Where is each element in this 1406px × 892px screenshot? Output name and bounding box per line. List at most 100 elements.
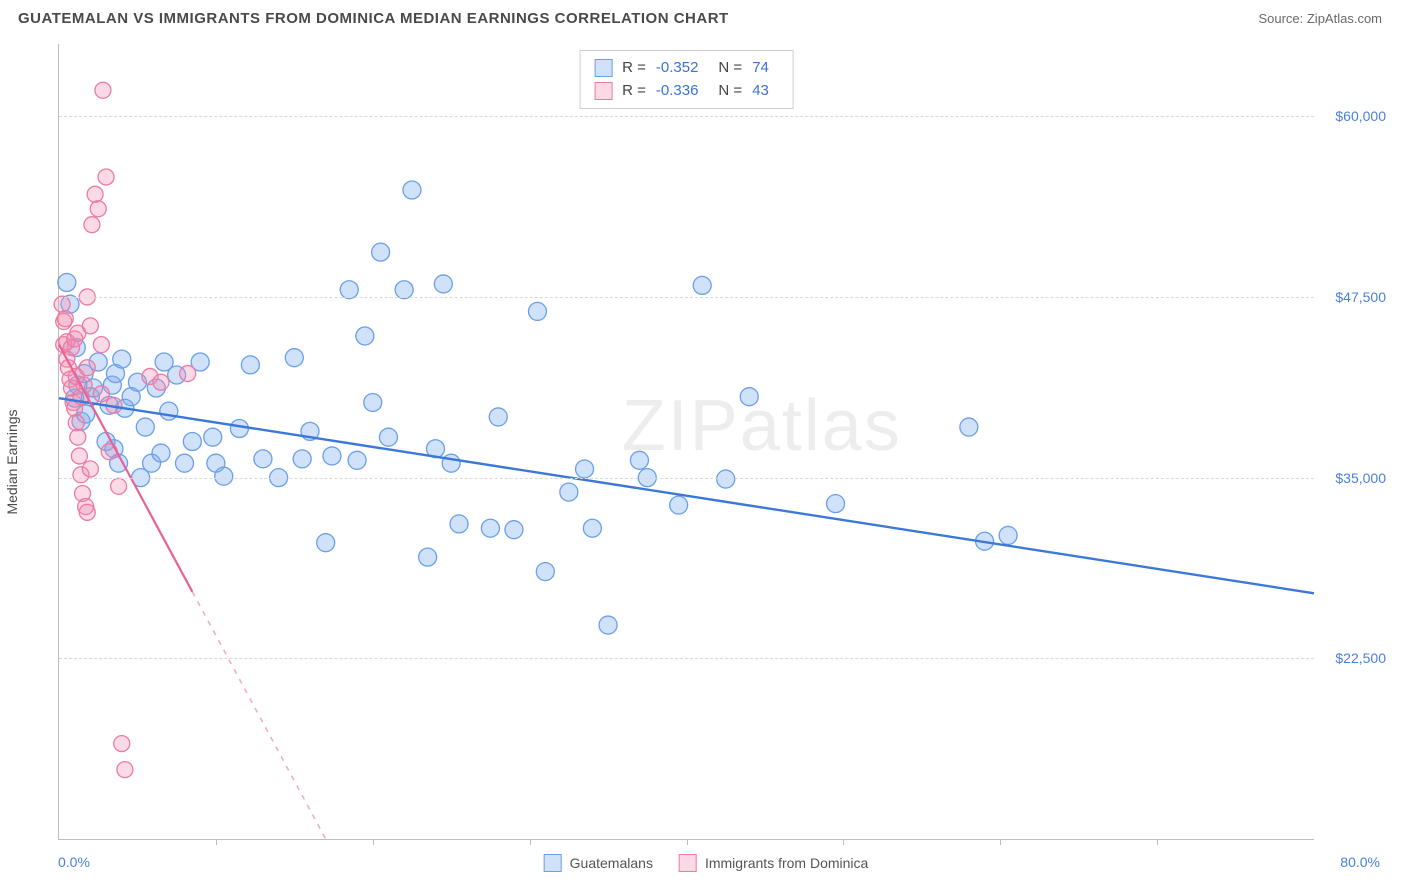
- data-point: [403, 181, 421, 199]
- stats-box: R =-0.352N =74R =-0.336N =43: [579, 50, 794, 109]
- data-point: [560, 483, 578, 501]
- r-value: -0.336: [656, 80, 699, 103]
- gridline-horizontal: [59, 658, 1314, 659]
- y-tick-label: $22,500: [1335, 650, 1386, 666]
- data-point: [90, 201, 106, 217]
- data-point: [372, 243, 390, 261]
- data-point: [79, 360, 95, 376]
- data-point: [254, 450, 272, 468]
- legend-label: Guatemalans: [570, 855, 653, 871]
- data-point: [230, 419, 248, 437]
- stats-row: R =-0.352N =74: [594, 57, 779, 80]
- x-axis-start-label: 0.0%: [58, 854, 90, 870]
- data-point: [153, 374, 169, 390]
- data-point: [348, 451, 366, 469]
- legend-item: Immigrants from Dominica: [679, 854, 868, 872]
- trend-line: [59, 398, 1314, 593]
- n-label: N =: [718, 80, 742, 103]
- data-point: [379, 428, 397, 446]
- legend-swatch: [594, 59, 612, 77]
- data-point: [489, 408, 507, 426]
- legend-swatch: [594, 82, 612, 100]
- r-value: -0.352: [656, 57, 699, 80]
- data-point: [84, 217, 100, 233]
- bottom-legend: Guatemalans Immigrants from Dominica: [544, 854, 869, 872]
- data-point: [152, 444, 170, 462]
- data-point: [215, 467, 233, 485]
- data-point: [98, 169, 114, 185]
- data-point: [79, 504, 95, 520]
- data-point: [999, 526, 1017, 544]
- data-point: [827, 495, 845, 513]
- data-point: [717, 470, 735, 488]
- data-point: [70, 429, 86, 445]
- data-point: [57, 311, 73, 327]
- data-point: [317, 534, 335, 552]
- data-point: [740, 388, 758, 406]
- data-point: [114, 736, 130, 752]
- legend-swatch: [679, 854, 697, 872]
- data-point: [68, 415, 84, 431]
- data-point: [117, 762, 133, 778]
- data-point: [136, 418, 154, 436]
- gridline-horizontal: [59, 297, 1314, 298]
- data-point: [160, 402, 178, 420]
- data-point: [87, 186, 103, 202]
- r-label: R =: [622, 80, 646, 103]
- data-point: [241, 356, 259, 374]
- data-point: [285, 349, 303, 367]
- n-value: 74: [752, 57, 769, 80]
- legend-swatch: [544, 854, 562, 872]
- data-point: [505, 521, 523, 539]
- legend-item: Guatemalans: [544, 854, 653, 872]
- chart-title: GUATEMALAN VS IMMIGRANTS FROM DOMINICA M…: [18, 10, 729, 27]
- gridline-horizontal: [59, 116, 1314, 117]
- data-point: [323, 447, 341, 465]
- y-tick-label: $35,000: [1335, 470, 1386, 486]
- data-point: [93, 386, 109, 402]
- data-point: [599, 616, 617, 634]
- y-tick-label: $47,500: [1335, 289, 1386, 305]
- data-point: [82, 461, 98, 477]
- data-point: [356, 327, 374, 345]
- data-point: [95, 82, 111, 98]
- data-point: [536, 563, 554, 581]
- data-point: [93, 337, 109, 353]
- data-point: [481, 519, 499, 537]
- data-point: [576, 460, 594, 478]
- chart-container: Median Earnings ZIPatlas R =-0.352N =74R…: [18, 44, 1394, 880]
- data-point: [176, 454, 194, 472]
- data-point: [364, 393, 382, 411]
- data-point: [583, 519, 601, 537]
- legend-label: Immigrants from Dominica: [705, 855, 868, 871]
- x-tick: [216, 839, 217, 845]
- data-point: [113, 350, 131, 368]
- plot-svg: [59, 44, 1314, 839]
- y-axis-label: Median Earnings: [4, 409, 20, 514]
- data-point: [670, 496, 688, 514]
- n-value: 43: [752, 80, 769, 103]
- x-tick: [1000, 839, 1001, 845]
- trend-line-dashed: [192, 592, 325, 839]
- source-label: Source: ZipAtlas.com: [1258, 11, 1382, 26]
- y-tick-label: $60,000: [1335, 108, 1386, 124]
- data-point: [54, 296, 70, 312]
- data-point: [419, 548, 437, 566]
- data-point: [180, 366, 196, 382]
- data-point: [630, 451, 648, 469]
- plot-area: ZIPatlas R =-0.352N =74R =-0.336N =43 $2…: [58, 44, 1314, 840]
- data-point: [82, 318, 98, 334]
- data-point: [442, 454, 460, 472]
- data-point: [58, 274, 76, 292]
- x-tick: [843, 839, 844, 845]
- data-point: [693, 276, 711, 294]
- x-tick: [530, 839, 531, 845]
- x-tick: [1157, 839, 1158, 845]
- n-label: N =: [718, 57, 742, 80]
- data-point: [528, 302, 546, 320]
- data-point: [71, 448, 87, 464]
- x-tick: [687, 839, 688, 845]
- x-tick: [373, 839, 374, 845]
- data-point: [434, 275, 452, 293]
- x-axis-end-label: 80.0%: [1340, 854, 1380, 870]
